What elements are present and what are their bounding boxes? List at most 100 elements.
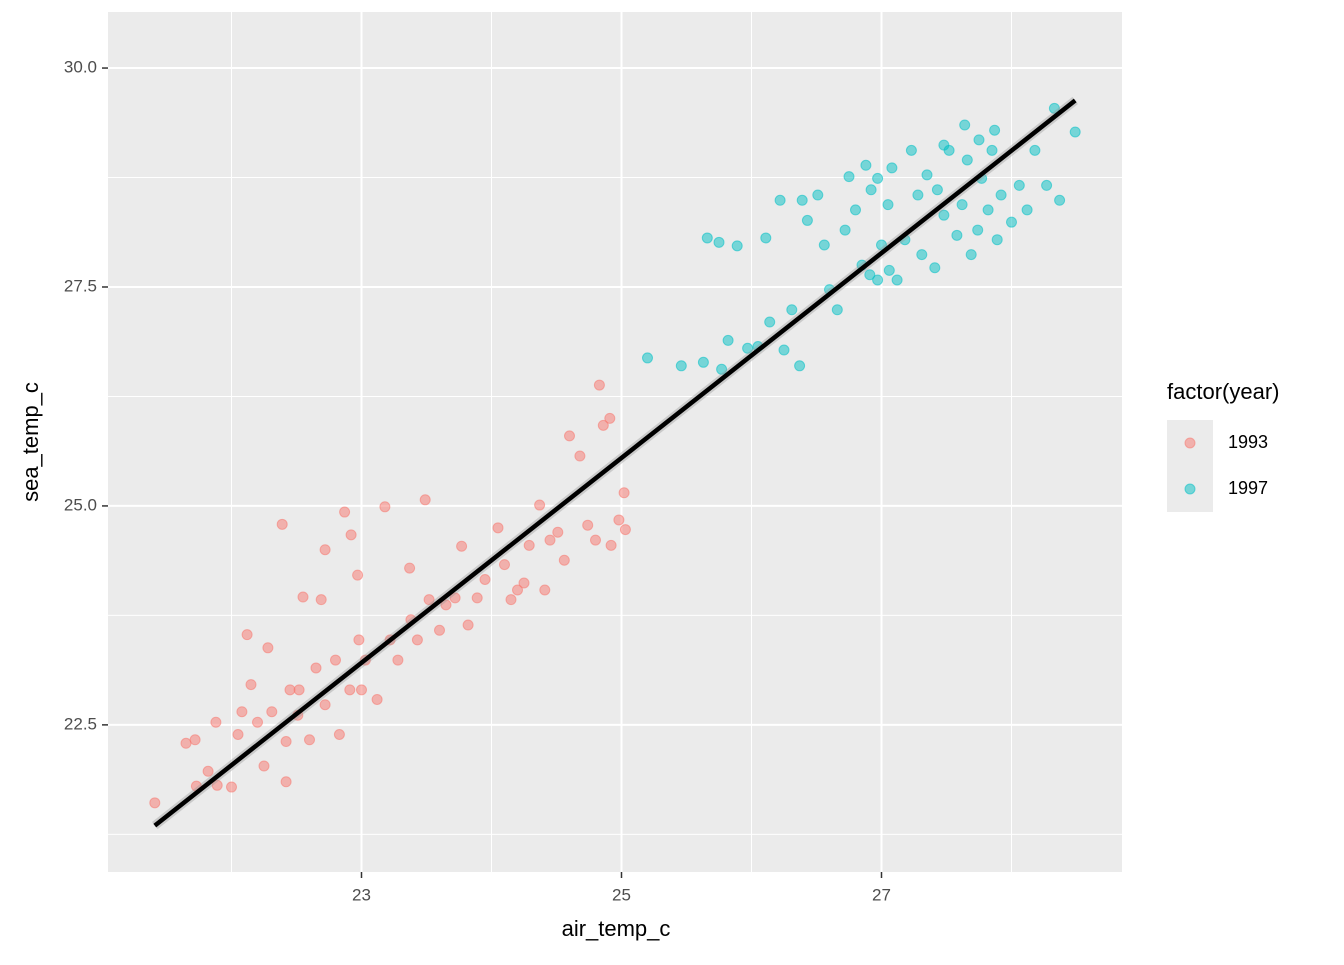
point	[492, 522, 504, 534]
point	[189, 734, 201, 746]
point	[552, 526, 564, 538]
point	[252, 716, 263, 728]
point	[850, 204, 861, 216]
point	[1054, 194, 1066, 206]
point	[965, 249, 977, 261]
point	[293, 684, 305, 696]
point	[872, 172, 884, 184]
point	[642, 352, 653, 364]
point	[379, 501, 391, 513]
point	[697, 356, 709, 368]
point	[241, 629, 253, 641]
point	[512, 584, 523, 596]
point	[764, 316, 776, 328]
point	[245, 679, 257, 691]
point	[440, 599, 452, 611]
point	[1069, 126, 1081, 138]
point	[211, 779, 223, 791]
point	[972, 224, 984, 236]
point	[864, 269, 876, 281]
point	[262, 642, 274, 654]
point	[931, 184, 943, 196]
point	[613, 514, 625, 526]
legend-title: factor(year)	[1167, 379, 1279, 404]
point	[564, 430, 575, 442]
point	[774, 194, 786, 206]
point	[226, 781, 237, 793]
point	[713, 236, 725, 248]
point	[518, 577, 530, 589]
point	[352, 569, 364, 581]
point	[499, 559, 510, 571]
point	[345, 529, 357, 541]
y-tick-label: 30.0	[64, 58, 97, 77]
point	[794, 360, 806, 372]
point	[371, 693, 383, 705]
point	[982, 204, 994, 216]
point	[574, 450, 586, 462]
point	[619, 524, 631, 536]
legend-label: 1993	[1228, 432, 1268, 452]
point	[701, 232, 713, 244]
point	[523, 539, 535, 551]
point	[812, 189, 824, 201]
point	[280, 776, 292, 788]
point	[905, 144, 917, 156]
legend-symbol	[1184, 483, 1196, 495]
point	[276, 518, 288, 530]
point	[778, 344, 790, 356]
point	[722, 334, 734, 346]
legend-symbol	[1184, 437, 1196, 449]
point	[886, 162, 898, 174]
point	[356, 684, 367, 696]
point	[202, 765, 214, 777]
point	[921, 169, 933, 181]
point	[149, 797, 161, 809]
point	[951, 229, 963, 241]
y-tick-label: 25.0	[64, 495, 97, 514]
point	[339, 506, 351, 518]
y-tick-label: 22.5	[64, 714, 97, 733]
point	[876, 239, 887, 251]
point	[839, 224, 851, 236]
point	[1021, 204, 1033, 216]
point	[742, 342, 754, 354]
point	[938, 139, 950, 151]
point	[938, 209, 950, 221]
point	[1013, 179, 1025, 191]
point	[462, 619, 474, 631]
point	[959, 119, 971, 131]
point	[353, 634, 365, 646]
point	[991, 234, 1003, 246]
point	[593, 379, 605, 391]
point	[865, 184, 877, 196]
point	[831, 304, 843, 316]
legend-label: 1997	[1228, 478, 1268, 498]
point	[344, 684, 356, 696]
point	[258, 760, 270, 772]
y-axis-title: sea_temp_c	[18, 382, 43, 502]
point	[310, 662, 322, 674]
point	[605, 539, 617, 551]
x-axis-title: air_temp_c	[562, 916, 671, 941]
point	[419, 494, 431, 506]
point	[479, 573, 491, 585]
point	[180, 737, 192, 749]
point	[449, 592, 461, 604]
point	[236, 706, 248, 718]
point	[284, 684, 296, 696]
point	[801, 214, 813, 226]
point	[1006, 216, 1017, 228]
x-tick-label: 27	[872, 885, 891, 904]
point	[961, 154, 973, 166]
point	[1029, 144, 1041, 156]
point	[973, 134, 985, 146]
point	[297, 591, 309, 603]
point	[544, 534, 556, 546]
point	[891, 274, 903, 286]
point	[786, 304, 798, 316]
point	[882, 199, 894, 211]
point	[232, 729, 244, 741]
point	[912, 189, 924, 201]
